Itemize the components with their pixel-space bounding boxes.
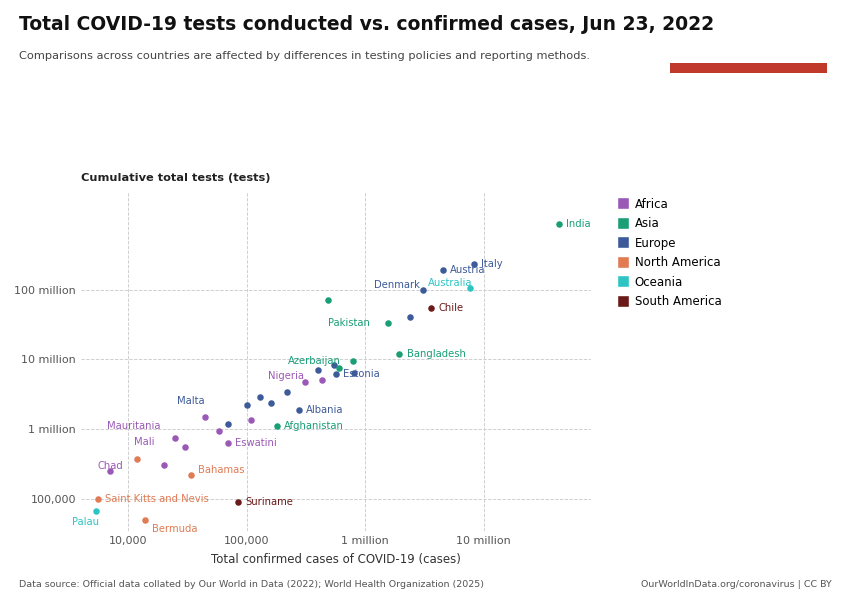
- Point: [231, 497, 245, 506]
- Bar: [670, 63, 827, 73]
- Point: [314, 376, 328, 385]
- Text: Italy: Italy: [481, 259, 503, 269]
- Text: Azerbaijan: Azerbaijan: [288, 356, 341, 366]
- Point: [292, 405, 305, 415]
- Point: [270, 422, 284, 431]
- Text: Malta: Malta: [178, 395, 205, 406]
- Text: Chad: Chad: [98, 461, 123, 472]
- Text: Albania: Albania: [306, 405, 343, 415]
- Point: [552, 219, 566, 229]
- Text: India: India: [566, 219, 591, 229]
- Point: [404, 313, 417, 322]
- Point: [298, 377, 312, 386]
- Point: [91, 494, 105, 504]
- Text: Palau: Palau: [72, 517, 99, 527]
- Point: [139, 515, 152, 524]
- Text: Our World
in Data: Our World in Data: [715, 22, 782, 51]
- Point: [178, 442, 191, 452]
- Point: [131, 455, 145, 464]
- Text: Comparisons across countries are affected by differences in testing policies and: Comparisons across countries are affecte…: [19, 51, 590, 61]
- Point: [329, 369, 343, 379]
- Text: Nigeria: Nigeria: [269, 371, 304, 380]
- Point: [253, 392, 267, 402]
- Text: Austria: Austria: [450, 265, 485, 275]
- Point: [212, 426, 226, 436]
- Point: [462, 283, 476, 293]
- Point: [321, 295, 335, 304]
- Text: Eswatini: Eswatini: [235, 439, 277, 448]
- Point: [311, 365, 325, 375]
- Point: [280, 388, 294, 397]
- Point: [327, 361, 341, 370]
- Text: Mauritania: Mauritania: [106, 421, 160, 431]
- Text: Bangladesh: Bangladesh: [406, 349, 466, 359]
- Point: [103, 467, 116, 476]
- Point: [347, 368, 360, 377]
- Text: Afghanistan: Afghanistan: [284, 421, 343, 431]
- Text: Chile: Chile: [438, 303, 463, 313]
- Point: [393, 349, 406, 359]
- Point: [381, 319, 394, 328]
- Point: [436, 265, 450, 275]
- Text: Cumulative total tests (tests): Cumulative total tests (tests): [81, 173, 270, 183]
- Text: Pakistan: Pakistan: [328, 318, 371, 328]
- Point: [240, 401, 253, 410]
- Text: Australia: Australia: [428, 278, 473, 288]
- Point: [221, 439, 235, 448]
- Point: [221, 419, 235, 428]
- Point: [424, 303, 438, 313]
- Point: [264, 398, 277, 407]
- Legend: Africa, Asia, Europe, North America, Oceania, South America: Africa, Asia, Europe, North America, Oce…: [617, 198, 722, 308]
- Point: [332, 364, 346, 373]
- Point: [168, 433, 182, 443]
- Text: Mali: Mali: [134, 437, 155, 447]
- Point: [416, 285, 430, 295]
- Text: Bermuda: Bermuda: [152, 524, 198, 535]
- Point: [468, 260, 481, 269]
- X-axis label: Total confirmed cases of COVID-19 (cases): Total confirmed cases of COVID-19 (cases…: [211, 553, 461, 566]
- Text: Saint Kitts and Nevis: Saint Kitts and Nevis: [105, 494, 209, 504]
- Text: Estonia: Estonia: [343, 369, 380, 379]
- Text: Bahamas: Bahamas: [198, 466, 245, 475]
- Text: Denmark: Denmark: [373, 280, 419, 290]
- Point: [184, 470, 198, 480]
- Text: Total COVID-19 tests conducted vs. confirmed cases, Jun 23, 2022: Total COVID-19 tests conducted vs. confi…: [19, 15, 714, 34]
- Point: [245, 415, 258, 425]
- Point: [346, 356, 360, 366]
- Point: [89, 506, 103, 515]
- Point: [199, 412, 212, 422]
- Text: Suriname: Suriname: [246, 497, 293, 506]
- Text: OurWorldInData.org/coronavirus | CC BY: OurWorldInData.org/coronavirus | CC BY: [641, 580, 831, 589]
- Point: [157, 460, 171, 470]
- Text: Data source: Official data collated by Our World in Data (2022); World Health Or: Data source: Official data collated by O…: [19, 580, 484, 589]
